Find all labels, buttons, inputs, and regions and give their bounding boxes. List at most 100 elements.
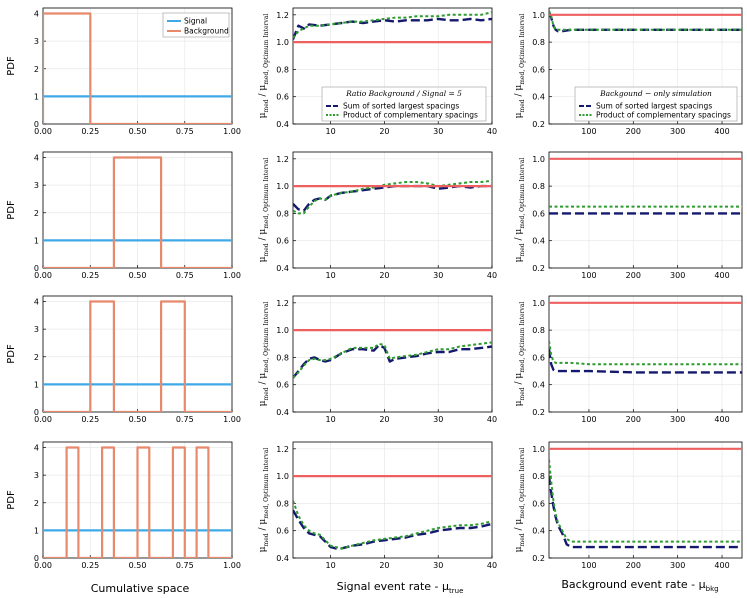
plot-frame (548, 441, 743, 559)
y-tick-label: 0.4 (276, 554, 289, 563)
y-tick-label: 2 (34, 209, 39, 218)
panel-pdf-row-2: 0.00 0.25 0.50 0.75 1.00 0 1 2 3 4 PDF (6, 295, 241, 424)
x-tick-label: 30 (433, 271, 443, 280)
x-tick-label: 0.75 (176, 561, 194, 570)
ratio-slash: / μ (258, 85, 268, 100)
panel-ratio_signal-row-2: 10 20 30 40 0.4 0.6 0.8 1.0 1.2 μmed / μmed, Opti… (258, 295, 497, 424)
y-tick-label: 1.0 (532, 11, 545, 20)
x-tick-label: 0.75 (176, 127, 194, 136)
x-tick-label: 100 (581, 127, 596, 136)
y-tick-label: 3 (34, 37, 39, 46)
series-line-background (43, 12, 232, 124)
y-tick-label: 1.0 (532, 445, 545, 454)
series-line-product-of-complementary-spacings (293, 341, 492, 379)
y-axis-label-ratio: μmed / μmed, Optimum Interval (258, 302, 270, 407)
series-group (43, 12, 232, 124)
series-group (549, 157, 742, 215)
x-tick-label: 400 (714, 127, 729, 136)
y-tick-label: 0.2 (532, 408, 545, 417)
x-axis-label-cumulative: Cumulative space (91, 582, 190, 595)
y-tick-label: 1.2 (276, 299, 289, 308)
y-tick-label: 1.0 (276, 182, 289, 191)
signal-rate-label: Signal event rate - (337, 580, 442, 593)
x-tick-label: 300 (670, 271, 685, 280)
mu-subscript-ref: med, Optimum Interval (263, 158, 270, 229)
y-tick-label: 4 (34, 10, 39, 19)
y-tick-label: 0.6 (532, 65, 545, 74)
x-tick-label: 20 (379, 415, 389, 424)
y-tick-label: 3 (34, 325, 39, 334)
y-tick-label: 0 (34, 120, 39, 129)
y-tick-label: 0.8 (532, 326, 545, 335)
series-group (43, 446, 232, 558)
x-tick-label: 200 (626, 415, 641, 424)
x-tick-label: 10 (326, 127, 336, 136)
x-tick-label: 10 (326, 415, 336, 424)
y-tick-label: 0.4 (276, 408, 289, 417)
x-tick-label: 1.00 (223, 127, 241, 136)
mu-subscript-ref: med, Optimum Interval (519, 302, 526, 373)
series-line-product-of-complementary-spacings (293, 500, 492, 550)
plot-frame (292, 295, 493, 413)
legend-ratio_bkg: Backgound − only simulation Sum of sorted… (574, 86, 738, 122)
legend-box (162, 12, 230, 38)
x-tick-label: 100 (581, 271, 596, 280)
y-tick-label: 4 (34, 298, 39, 307)
y-tick-label: 4 (34, 444, 39, 453)
y-tick-label: 1.0 (532, 299, 545, 308)
mu-symbol: μ (514, 546, 524, 552)
y-tick-label: 1.0 (276, 326, 289, 335)
legend-entry: Signal (184, 17, 207, 26)
plot-frame (548, 151, 743, 269)
y-tick-label: 1 (34, 92, 39, 101)
y-tick-label: 3 (34, 181, 39, 190)
y-tick-label: 0 (34, 554, 39, 563)
y-tick-label: 0.8 (532, 38, 545, 47)
plot-frame (292, 7, 493, 125)
y-tick-label: 0.4 (532, 237, 545, 246)
y-tick-label: 1.0 (276, 472, 289, 481)
y-axis-label-pdf: PDF (6, 56, 17, 76)
y-axis-label-ratio: μmed / μmed, Optimum Interval (258, 14, 270, 119)
y-tick-label: 0.8 (276, 209, 289, 218)
panel-ratio_bkg-row-1: 100 200 300 400 0.2 0.4 0.6 0.8 1.0 μmed / μmed, … (514, 151, 743, 280)
y-tick-label: 1 (34, 236, 39, 245)
x-tick-label: 10 (326, 561, 336, 570)
y-tick-label: 0.4 (276, 120, 289, 129)
y-tick-label: 1.0 (532, 155, 545, 164)
x-tick-label: 0.00 (34, 415, 52, 424)
y-axis-label-ratio: μmed / μmed, Optimum Interval (258, 448, 270, 553)
mu-subscript-ref: med, Optimum Interval (519, 14, 526, 85)
y-axis-label-pdf: PDF (6, 490, 17, 510)
mu-symbol: μ (514, 112, 524, 118)
x-tick-label: 0.50 (129, 127, 147, 136)
x-axis-label-background: Background event rate - μbkg (561, 578, 718, 593)
y-tick-label: 0.6 (276, 381, 289, 390)
y-tick-label: 1 (34, 380, 39, 389)
x-tick-label: 40 (487, 127, 497, 136)
series-group (549, 447, 742, 549)
x-tick-label: 1.00 (223, 561, 241, 570)
y-tick-label: 4 (34, 154, 39, 163)
x-tick-label: 30 (433, 561, 443, 570)
ratio-slash: / μ (514, 85, 524, 100)
series-group (293, 11, 492, 44)
mu-subscript: med (263, 99, 270, 112)
x-tick-label: 300 (670, 561, 685, 570)
panel-ratio_bkg-row-0: 100 200 300 400 0.2 0.4 0.6 0.8 1.0 μmed / μmed, … (514, 7, 743, 136)
y-tick-label: 0.8 (532, 182, 545, 191)
y-tick-label: 0.8 (276, 353, 289, 362)
y-tick-label: 0.6 (276, 93, 289, 102)
y-axis-label-ratio: μmed / μmed, Optimum Interval (514, 14, 526, 119)
y-tick-label: 3 (34, 471, 39, 480)
y-tick-label: 2 (34, 353, 39, 362)
series-line-background (43, 446, 232, 558)
x-tick-label: 0.50 (129, 415, 147, 424)
x-tick-label: 200 (626, 561, 641, 570)
y-tick-label: 0.6 (276, 237, 289, 246)
y-tick-label: 0.8 (532, 472, 545, 481)
y-tick-label: 1.2 (276, 155, 289, 164)
x-tick-label: 300 (670, 415, 685, 424)
plot-frame (42, 151, 233, 269)
